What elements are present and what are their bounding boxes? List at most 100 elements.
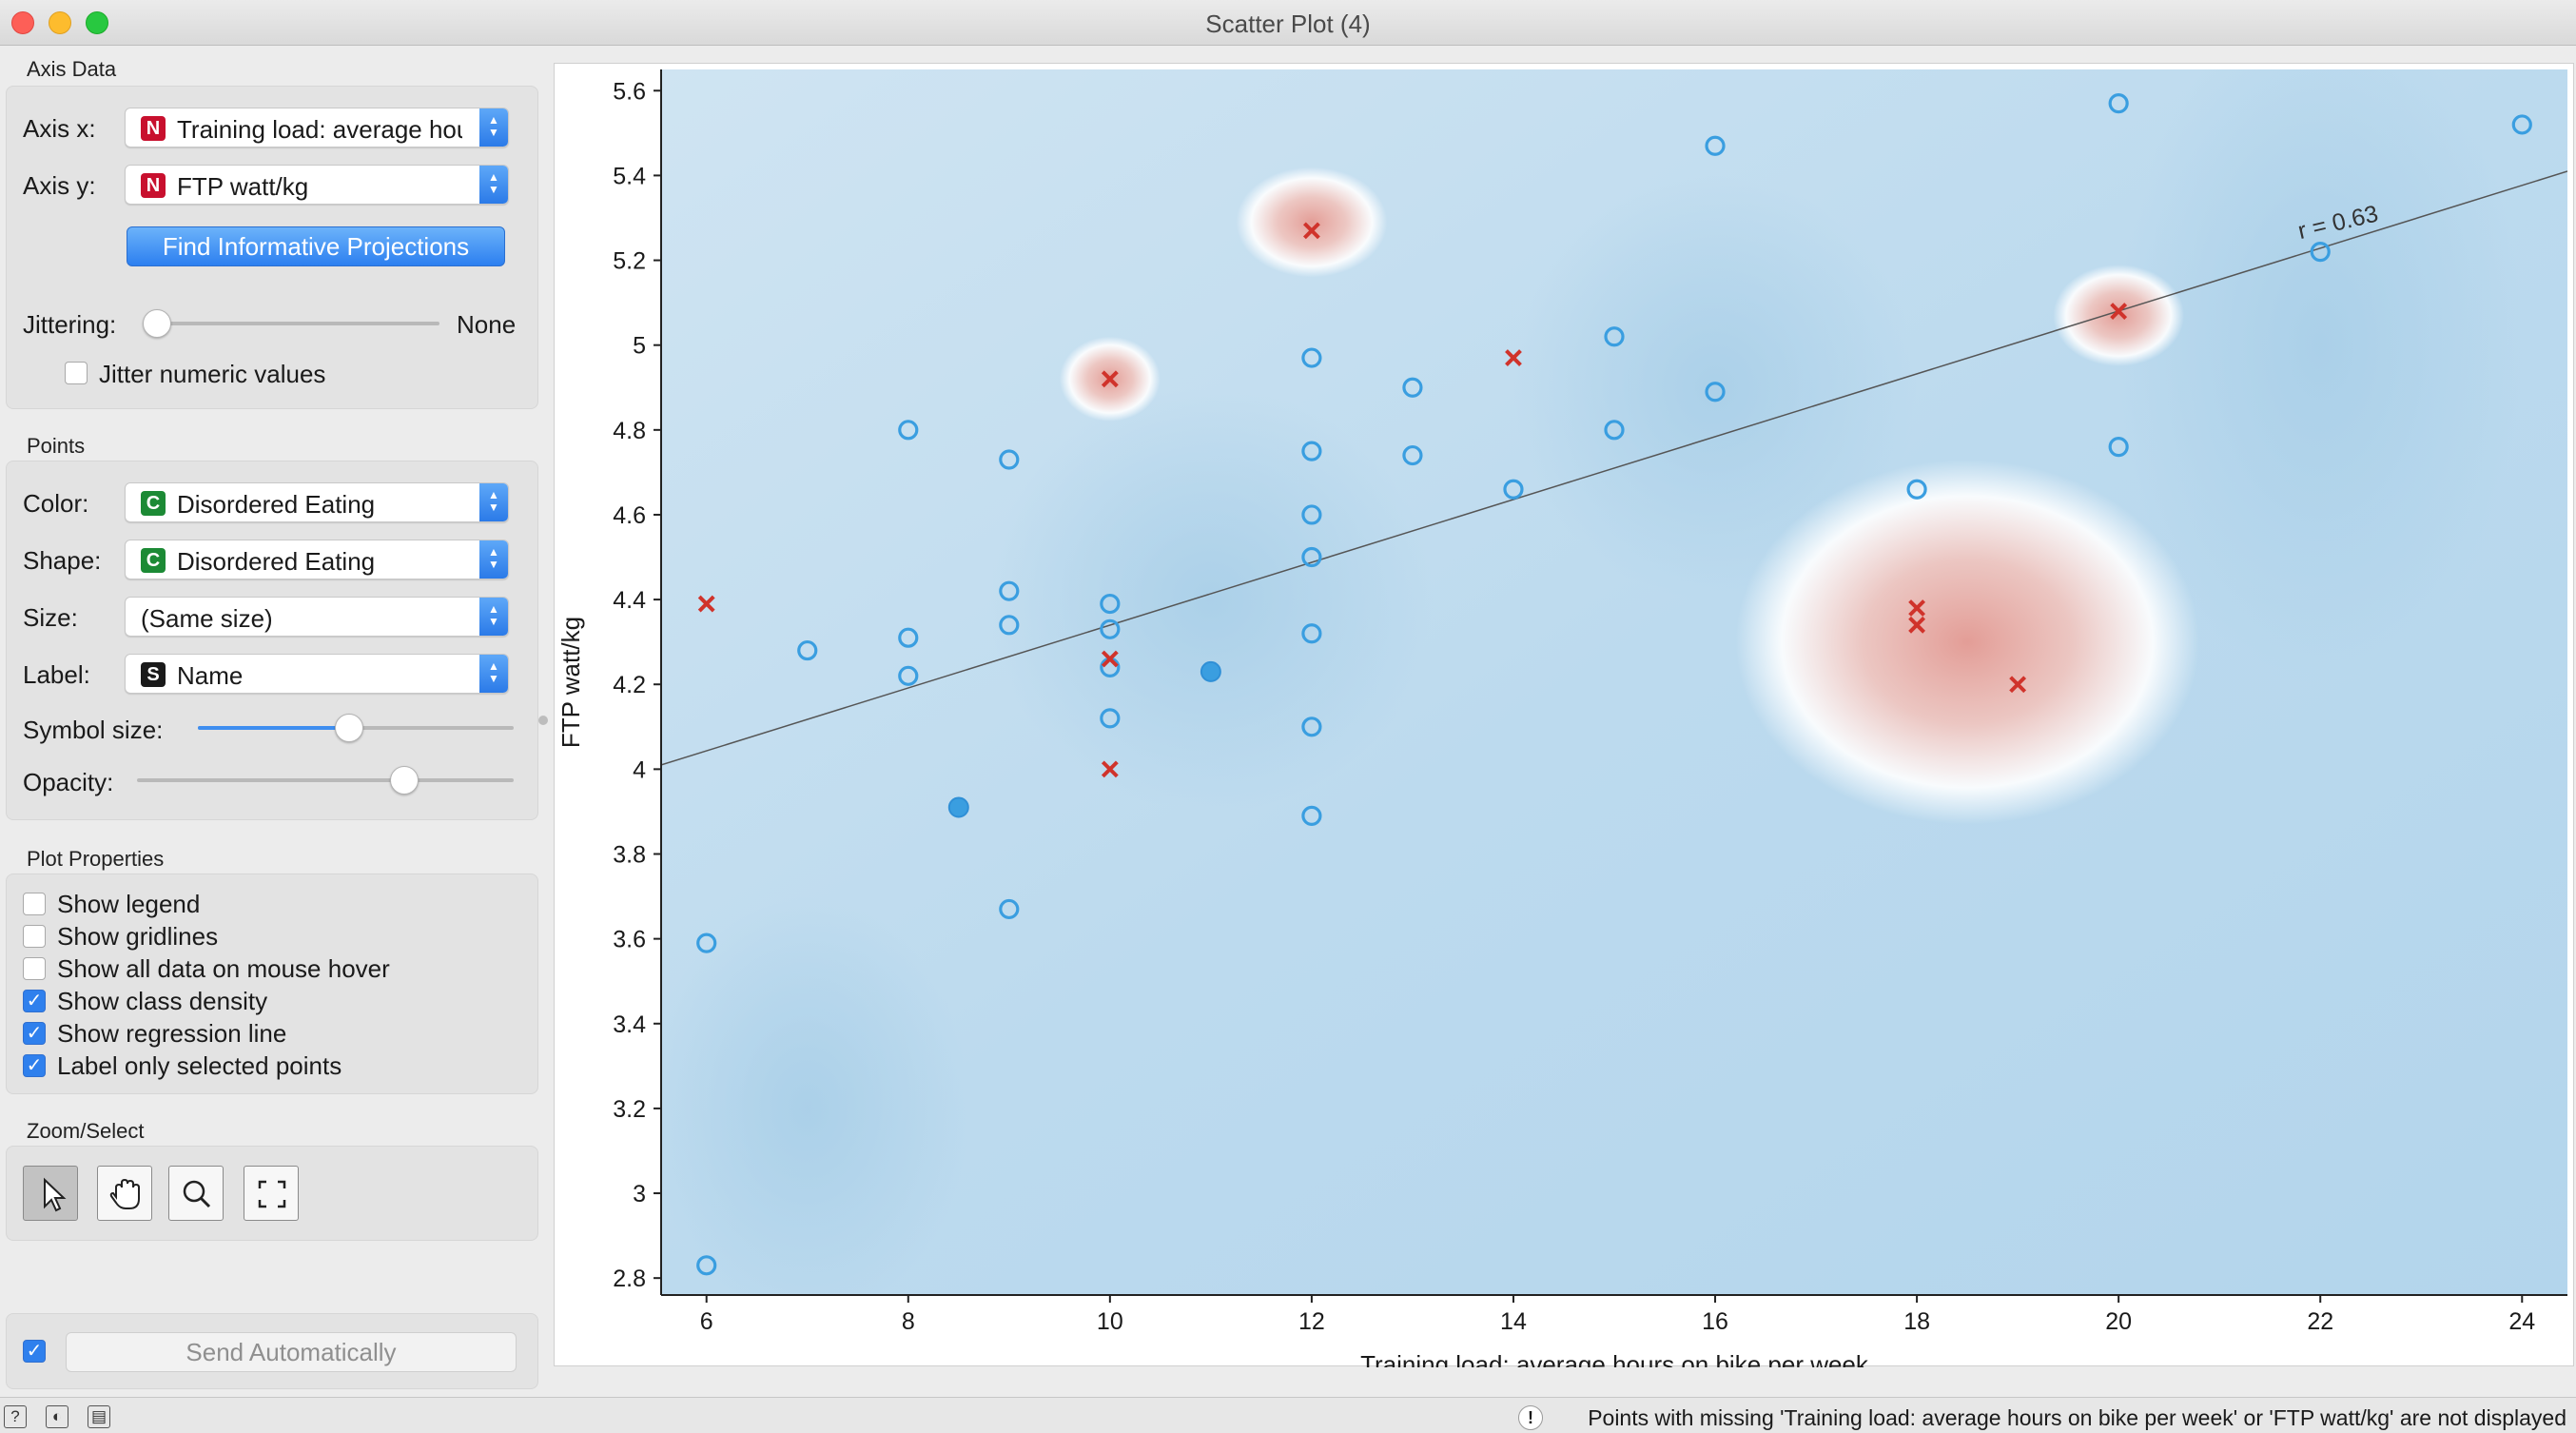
jitter-numeric-checkbox[interactable]: [65, 362, 88, 384]
axis-x-value: Training load: average hours on bike per…: [177, 115, 462, 144]
data-point-cross: [1101, 760, 1119, 778]
splitter-handle[interactable]: [538, 716, 548, 725]
data-point-circle: [1301, 504, 1322, 525]
data-point-circle: [999, 615, 1020, 636]
y-tick-label: 4.4: [613, 587, 646, 614]
size-label: Size:: [23, 603, 78, 632]
plot-property-label: Show gridlines: [57, 922, 219, 951]
axis-y-combo[interactable]: N FTP watt/kg ▲ ▼: [125, 165, 509, 205]
size-combo[interactable]: (Same size) ▲ ▼: [125, 597, 509, 637]
plot-property-checkbox[interactable]: ✓: [23, 990, 46, 1012]
send-automatically-button[interactable]: Send Automatically: [66, 1332, 517, 1372]
data-point-circle: [696, 1255, 717, 1276]
data-point-circle: [1906, 479, 1927, 500]
selected-data-point: [947, 796, 969, 818]
data-point-circle: [999, 449, 1020, 470]
plot-property-checkbox[interactable]: ✓: [23, 1054, 46, 1077]
opacity-label: Opacity:: [23, 768, 114, 796]
shape-combo[interactable]: C Disordered Eating ▲ ▼: [125, 540, 509, 579]
density-blob-blue: [988, 387, 1434, 812]
numeric-variable-icon: N: [141, 116, 166, 141]
symbol-size-slider-handle[interactable]: [335, 714, 364, 742]
y-tick-label: 4.8: [613, 418, 646, 444]
data-point-circle: [1705, 135, 1726, 156]
plot-property-checkbox[interactable]: [23, 893, 46, 915]
density-region-red: [2053, 265, 2185, 366]
close-window-button[interactable]: [11, 11, 34, 34]
data-point-circle: [999, 898, 1020, 920]
label-combo[interactable]: S Name ▲ ▼: [125, 654, 509, 694]
plot-property-checkbox[interactable]: ✓: [23, 1022, 46, 1045]
data-point-circle: [1100, 618, 1121, 639]
y-tick-label: 3.8: [613, 841, 646, 868]
zoom-select-title: Zoom/Select: [27, 1119, 145, 1143]
minimize-window-button[interactable]: [49, 11, 71, 34]
color-label: Color:: [23, 489, 89, 518]
y-tick-label: 4.2: [613, 672, 646, 698]
plot-property-checkbox[interactable]: [23, 925, 46, 948]
y-tick-label: 5.6: [613, 78, 646, 105]
data-point-cross: [1908, 599, 1926, 617]
density-blob-blue: [661, 896, 969, 1295]
color-combo[interactable]: C Disordered Eating ▲ ▼: [125, 482, 509, 522]
x-tick-label: 24: [2508, 1308, 2535, 1335]
pan-hand-icon: [109, 1178, 140, 1209]
data-point-circle: [2310, 242, 2331, 263]
y-tick-label: 5: [633, 333, 646, 360]
report-icon[interactable]: ◐: [46, 1405, 68, 1428]
chevron-updown-icon: ▲ ▼: [479, 166, 508, 204]
opacity-slider-track[interactable]: [137, 778, 514, 782]
data-point-cross: [2110, 303, 2128, 320]
y-tick-label: 3.4: [613, 1011, 646, 1038]
find-informative-projections-button[interactable]: Find Informative Projections: [127, 226, 505, 266]
jittering-slider-track[interactable]: [143, 322, 439, 325]
x-tick-label: 8: [902, 1308, 915, 1335]
send-automatically-checkbox[interactable]: ✓: [23, 1340, 46, 1363]
axis-x-label: Axis x:: [23, 114, 96, 143]
reset-zoom-button[interactable]: [244, 1166, 299, 1221]
size-value: (Same size): [141, 604, 273, 633]
x-tick-label: 16: [1702, 1308, 1728, 1335]
data-point-circle: [1301, 716, 1322, 737]
axis-data-title: Axis Data: [27, 57, 117, 81]
x-tick-label: 14: [1500, 1308, 1527, 1335]
data-point-circle: [1100, 593, 1121, 615]
select-tool-button[interactable]: [23, 1166, 78, 1221]
help-icon[interactable]: ?: [4, 1405, 27, 1428]
scatter-plot-chart[interactable]: r = 0.636 8 10 12 14 16 18 20 22 242.833.23.43.63…: [555, 64, 2575, 1367]
data-point-circle: [696, 932, 717, 953]
select-arrow-icon: [44, 1177, 67, 1212]
plot-property-checkbox[interactable]: [23, 957, 46, 980]
color-value: Disordered Eating: [177, 490, 376, 519]
density-blob-blue: [2118, 69, 2523, 685]
scatter-plot-area[interactable]: r = 0.63 6 8 10 12 14 16 18 20 22 24 2.8 3 3.2 3.4 3.6 3…: [554, 63, 2575, 1367]
data-point-circle: [1301, 347, 1322, 368]
string-variable-icon: S: [141, 662, 166, 687]
data-point-circle: [1503, 479, 1524, 500]
status-bar: ? ◐ ▤ ! Points with missing 'Training lo…: [0, 1397, 2576, 1433]
plot-property-label: Show class density: [57, 987, 268, 1015]
data-point-circle: [2108, 437, 2129, 458]
zoom-tool-button[interactable]: [168, 1166, 224, 1221]
categorical-variable-icon: C: [141, 491, 166, 516]
data-point-circle: [1301, 805, 1322, 826]
jittering-slider-handle[interactable]: [143, 309, 171, 338]
y-tick-label: 3: [633, 1181, 646, 1207]
data-point-cross: [1101, 650, 1119, 668]
symbol-size-slider-fill: [198, 726, 350, 730]
axis-x-combo[interactable]: N Training load: average hours on bike p…: [125, 108, 509, 147]
save-graph-icon[interactable]: ▤: [88, 1405, 110, 1428]
data-point-circle: [1301, 623, 1322, 644]
y-tick-label: 3.6: [613, 927, 646, 953]
data-point-cross: [1101, 370, 1119, 388]
density-blob-blue: [1512, 175, 1918, 600]
pan-tool-button[interactable]: [97, 1166, 152, 1221]
data-point-circle: [1604, 326, 1625, 347]
data-point-circle: [1402, 377, 1423, 398]
opacity-slider-handle[interactable]: [390, 766, 420, 795]
data-point-circle: [1100, 708, 1121, 729]
maximize-window-button[interactable]: [86, 11, 108, 34]
shape-value: Disordered Eating: [177, 547, 376, 576]
data-point-circle: [797, 639, 818, 661]
